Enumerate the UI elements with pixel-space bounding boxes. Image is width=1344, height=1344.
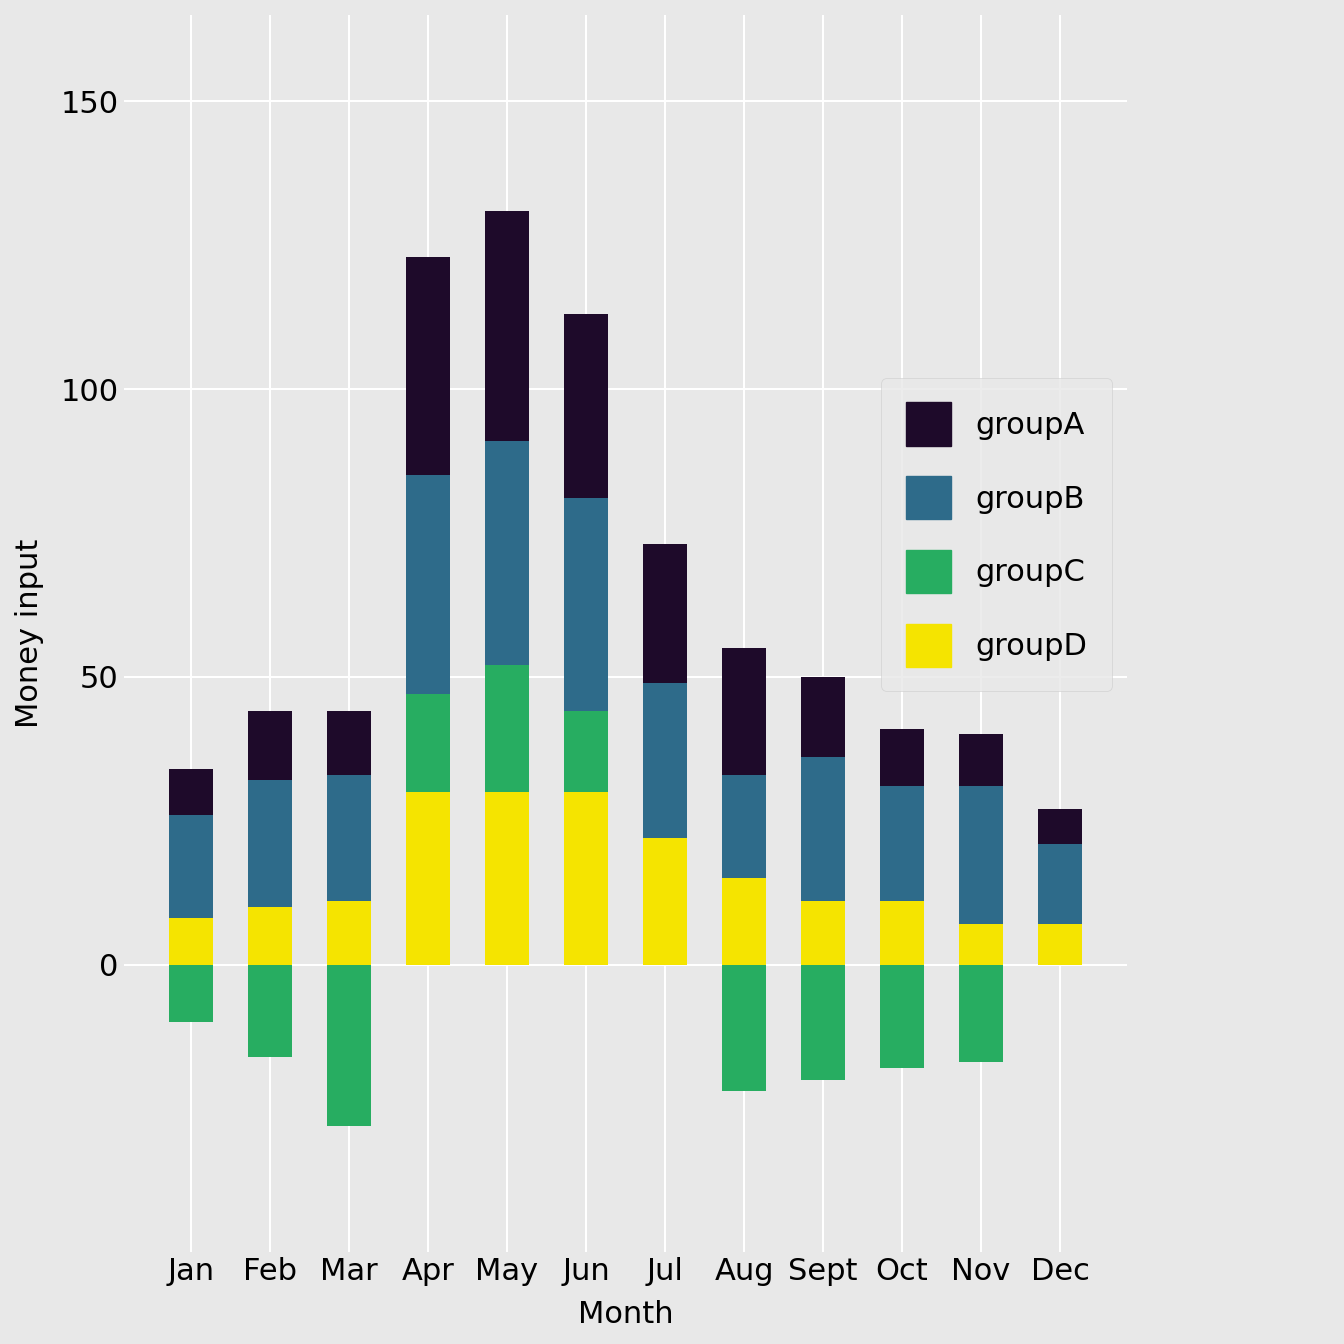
Bar [722, 965, 766, 1091]
Bar [722, 774, 766, 878]
Bar [564, 314, 607, 499]
Bar [1039, 809, 1082, 844]
Bar [485, 211, 528, 441]
Bar [485, 441, 528, 665]
Bar [1039, 844, 1082, 925]
Bar [801, 758, 845, 902]
Bar [880, 786, 923, 902]
Bar [880, 902, 923, 965]
Bar [722, 648, 766, 774]
Bar [249, 711, 292, 781]
Bar [880, 965, 923, 1068]
Bar [644, 683, 687, 837]
Bar [406, 694, 450, 792]
Bar [722, 878, 766, 965]
Bar [880, 728, 923, 786]
Bar [801, 902, 845, 965]
Bar [960, 925, 1003, 965]
Bar [960, 786, 1003, 925]
Bar [169, 814, 212, 918]
Bar [801, 677, 845, 758]
X-axis label: Month: Month [578, 1300, 673, 1329]
Y-axis label: Money input: Money input [15, 539, 44, 728]
Bar [406, 476, 450, 694]
Bar [1039, 925, 1082, 965]
Bar [328, 902, 371, 965]
Bar [328, 774, 371, 902]
Bar [249, 965, 292, 1056]
Bar [169, 918, 212, 965]
Bar [249, 781, 292, 907]
Bar [249, 907, 292, 965]
Bar [564, 792, 607, 965]
Bar [485, 665, 528, 792]
Bar [328, 965, 371, 1126]
Legend: groupA, groupB, groupC, groupD: groupA, groupB, groupC, groupD [882, 378, 1111, 691]
Bar [169, 769, 212, 814]
Bar [960, 734, 1003, 786]
Bar [801, 965, 845, 1079]
Bar [485, 792, 528, 965]
Bar [406, 792, 450, 965]
Bar [564, 499, 607, 711]
Bar [644, 837, 687, 965]
Bar [406, 257, 450, 476]
Bar [564, 711, 607, 792]
Bar [644, 544, 687, 683]
Bar [169, 965, 212, 1021]
Bar [960, 965, 1003, 1062]
Bar [328, 711, 371, 774]
